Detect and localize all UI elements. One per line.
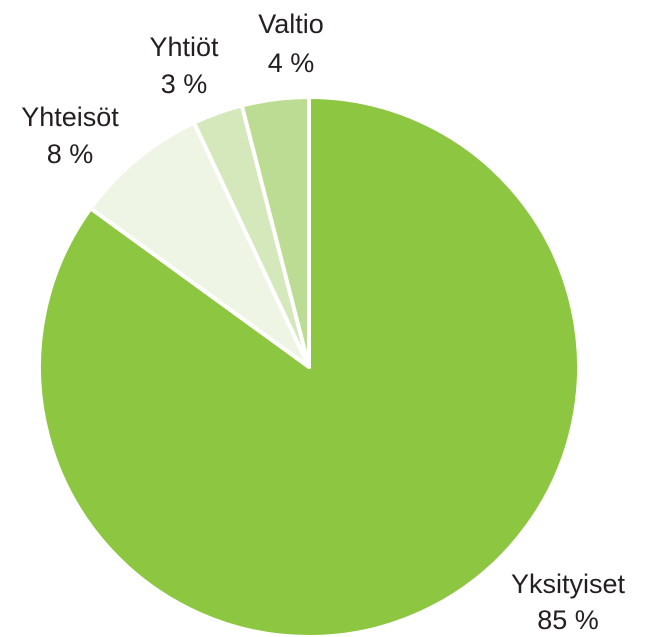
slice-label-yhteisot: Yhteisöt (21, 102, 119, 132)
pie-slice-yhteisot (88, 120, 311, 369)
slice-label-yhtiot: Yhtiöt (149, 32, 219, 62)
slice-label-valtio: Valtio (258, 9, 324, 39)
slice-value-yksityiset: 85 % (537, 605, 599, 635)
slice-value-valtio: 4 % (268, 48, 315, 78)
pie-slices (37, 95, 581, 637)
slice-value-yhtiot: 3 % (161, 69, 208, 99)
slice-label-yksityiset: Yksityiset (511, 569, 626, 599)
pie-slice-valtio (239, 95, 311, 369)
slice-value-yhteisot: 8 % (47, 139, 94, 169)
